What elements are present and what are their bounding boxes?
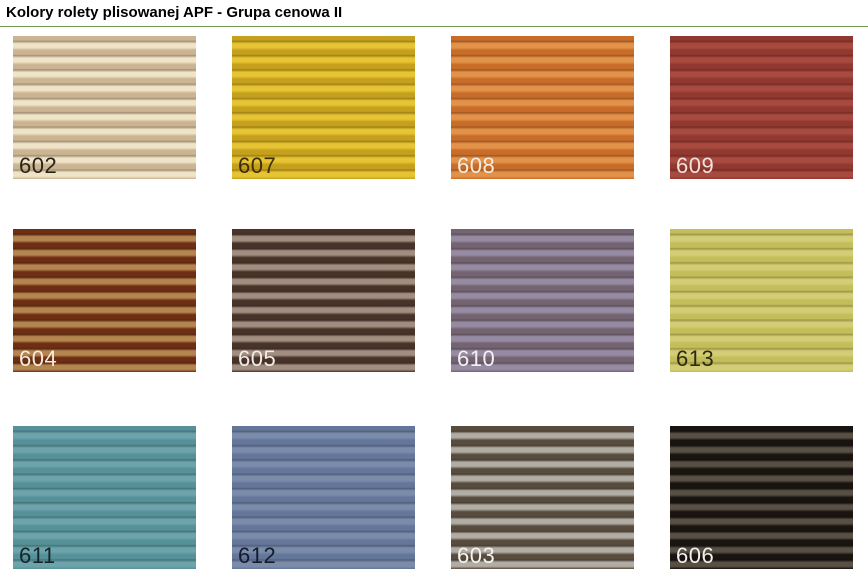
color-swatch: 607: [232, 36, 415, 179]
color-swatch: 603: [451, 426, 634, 569]
color-swatch: 608: [451, 36, 634, 179]
swatch-row: 604 605 610 613: [13, 229, 853, 372]
swatch-code-label: 612: [238, 543, 277, 568]
swatch-code-label: 611: [19, 543, 56, 568]
color-swatch: 604: [13, 229, 196, 372]
page-header: Kolory rolety plisowanej APF - Grupa cen…: [0, 0, 868, 27]
color-swatch: 610: [451, 229, 634, 372]
swatch-code-label: 607: [238, 153, 277, 178]
swatch-code-label: 603: [457, 543, 496, 568]
swatch-code-label: 613: [676, 346, 715, 371]
swatch-grid: 602 607 608 609 604 605 610 613 611 612 …: [0, 36, 868, 569]
page-title: Kolory rolety plisowanej APF - Grupa cen…: [6, 4, 343, 21]
color-swatch: 609: [670, 36, 853, 179]
swatch-code-label: 604: [19, 346, 58, 371]
swatch-code-label: 610: [457, 346, 496, 371]
swatch-code-label: 602: [19, 153, 58, 178]
swatch-row: 611 612 603 606: [13, 426, 853, 569]
color-swatch: 605: [232, 229, 415, 372]
swatch-code-label: 609: [676, 153, 715, 178]
swatch-code-label: 608: [457, 153, 496, 178]
color-swatch: 611: [13, 426, 196, 569]
swatch-code-label: 606: [676, 543, 715, 568]
color-swatch: 612: [232, 426, 415, 569]
color-swatch: 613: [670, 229, 853, 372]
color-swatch: 602: [13, 36, 196, 179]
color-swatch: 606: [670, 426, 853, 569]
swatch-row: 602 607 608 609: [13, 36, 853, 179]
swatch-code-label: 605: [238, 346, 277, 371]
